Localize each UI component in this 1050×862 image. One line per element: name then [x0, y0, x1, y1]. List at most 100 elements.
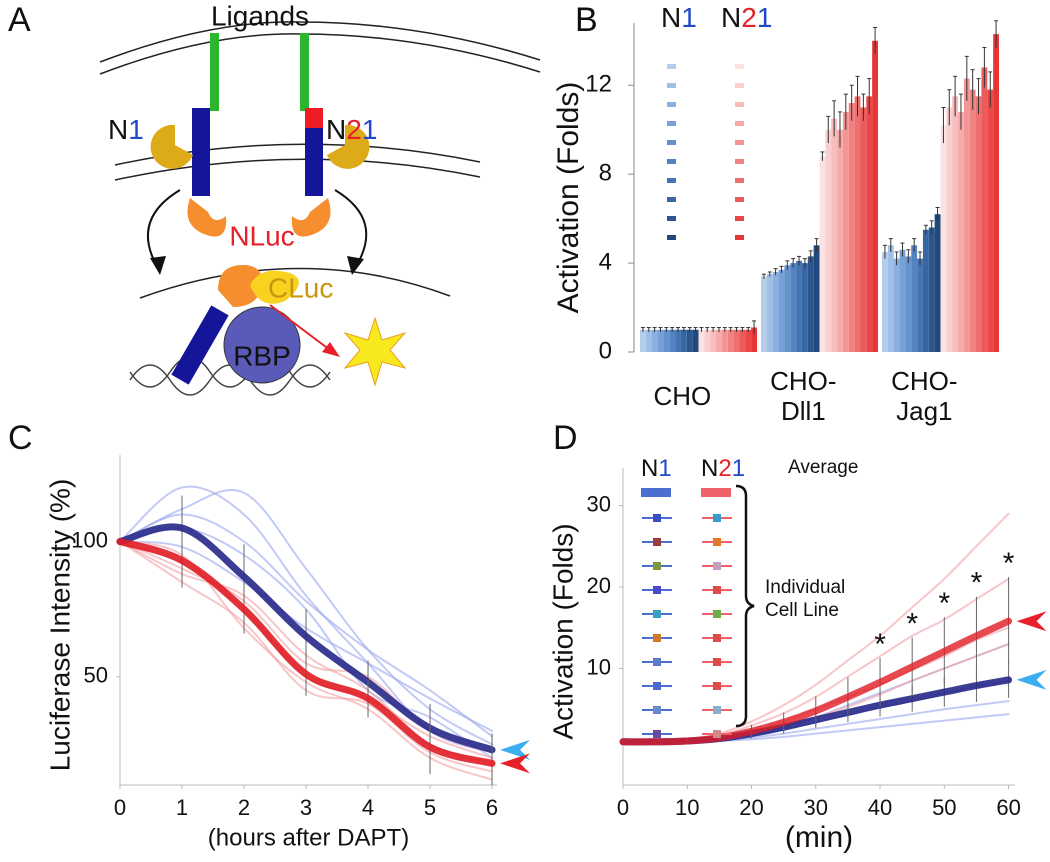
- legend-swatch: [735, 216, 744, 221]
- legend-marker: [653, 586, 661, 594]
- legend-swatch: [667, 216, 676, 221]
- bar: [928, 227, 935, 352]
- bar: [772, 271, 779, 352]
- legend-average: Average: [788, 457, 858, 478]
- x-tick-label: 6: [486, 795, 498, 820]
- y-tick-label: 50: [84, 663, 108, 688]
- bar: [934, 214, 941, 352]
- legend-swatch: [667, 140, 676, 145]
- x-tick-label: 0: [617, 795, 629, 820]
- bar: [657, 329, 664, 352]
- bar: [981, 67, 988, 352]
- bar: [922, 229, 929, 352]
- nluc-label: NLuc: [229, 220, 294, 251]
- x-tick-label: 4: [362, 795, 374, 820]
- bar: [866, 96, 873, 352]
- x-tick-label: 40: [868, 795, 892, 820]
- x-tick-label: 5: [424, 795, 436, 820]
- bar: [796, 260, 802, 352]
- x-tick-label: 10: [675, 795, 699, 820]
- legend-label-part: 1: [658, 455, 671, 482]
- y-tick-label: 12: [585, 71, 612, 98]
- legend-swatch: [735, 102, 744, 107]
- bar: [958, 111, 964, 353]
- legend-swatch: [667, 159, 676, 164]
- x-tick-label: 0: [114, 795, 126, 820]
- legend-marker: [653, 730, 661, 738]
- x-tick-label: 50: [932, 795, 956, 820]
- receptor-label: N21: [326, 114, 377, 145]
- bar: [710, 329, 717, 352]
- legend-marker: [713, 610, 721, 618]
- pacman: [327, 124, 370, 169]
- x-tick-label: Dll1: [781, 396, 826, 426]
- legend-swatch: [735, 197, 744, 202]
- arrowhead: [150, 256, 166, 275]
- legend-swatch: [735, 140, 744, 145]
- bar: [721, 329, 728, 352]
- bar: [745, 329, 752, 352]
- pacman: [150, 124, 193, 169]
- legend-label: N21: [721, 2, 772, 33]
- legend-label-part: N: [721, 2, 741, 33]
- bar: [842, 111, 849, 353]
- bar: [761, 276, 767, 352]
- cluc-shape: [250, 270, 299, 304]
- legend-marker: [713, 514, 721, 522]
- legend-marker: [653, 538, 661, 546]
- label-part: N: [326, 114, 346, 145]
- legend-swatch: [735, 159, 744, 164]
- receptor-ecd: [305, 108, 323, 128]
- bar: [882, 251, 888, 352]
- legend-label-part: N: [701, 455, 718, 482]
- x-tick-label: CHO: [653, 381, 711, 411]
- bar: [751, 327, 757, 352]
- bar: [784, 265, 791, 352]
- end-arrow: [500, 753, 531, 774]
- panel-a: A Ligands N1 N21: [8, 0, 541, 396]
- x-tick-label: 3: [300, 795, 312, 820]
- end-arrow: [500, 739, 531, 760]
- bar: [831, 118, 838, 353]
- bar: [963, 78, 970, 352]
- bar: [651, 329, 658, 352]
- legend-label-part: 2: [718, 455, 731, 482]
- label-part: 1: [128, 114, 144, 145]
- y-tick-label: 4: [599, 248, 612, 275]
- y-tick-label: 0: [599, 337, 612, 364]
- panel-label: B: [575, 1, 598, 39]
- legend-label-part: 1: [732, 455, 745, 482]
- y-tick-label: 100: [71, 527, 108, 552]
- legend-marker: [713, 730, 721, 738]
- legend-swatch: [735, 235, 744, 240]
- bar: [704, 329, 711, 352]
- legend-label: N1: [641, 455, 672, 482]
- x-tick-label: CHO-: [770, 366, 836, 396]
- x-tick-label: 1: [176, 795, 188, 820]
- nicd: [171, 305, 229, 385]
- legend-marker: [713, 634, 721, 642]
- legend-swatch: [735, 121, 744, 126]
- ligands-label: Ligands: [211, 0, 309, 31]
- legend-swatch: [667, 197, 676, 202]
- y-tick-label: 10: [587, 654, 611, 679]
- end-arrow: [1016, 669, 1047, 690]
- nluc-shape: [291, 198, 331, 237]
- x-tick-label: 20: [739, 795, 763, 820]
- receptor-label: N1: [108, 114, 144, 145]
- legend-marker: [653, 562, 661, 570]
- ligand: [210, 33, 219, 111]
- nuclear-membrane: [139, 267, 451, 299]
- legend-swatch: [667, 178, 676, 183]
- bar: [663, 329, 670, 352]
- bar: [698, 329, 705, 352]
- legend-swatch: [667, 64, 676, 69]
- bar: [790, 263, 797, 352]
- legend-swatch: [667, 235, 676, 240]
- panel-label: C: [8, 419, 33, 457]
- bar: [911, 245, 918, 352]
- nluc-shape: [187, 198, 227, 237]
- bar: [669, 329, 676, 352]
- bar: [975, 96, 982, 352]
